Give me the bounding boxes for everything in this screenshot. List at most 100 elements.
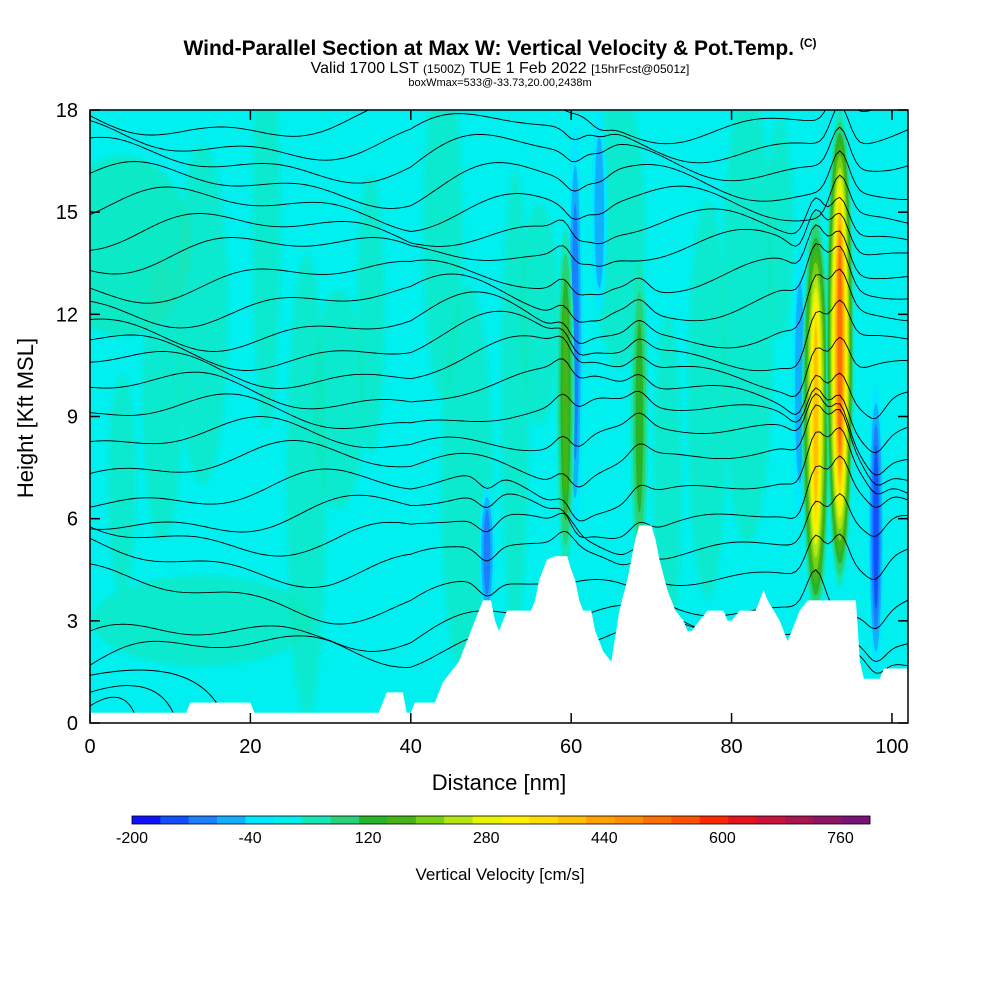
y-axis-title: Height [Kft MSL] xyxy=(13,338,38,498)
colorbar-tick-label: 760 xyxy=(827,830,854,847)
colorbar-swatch xyxy=(784,816,814,824)
downdraft-core-level xyxy=(594,136,605,288)
weak-updraft-streak xyxy=(108,374,137,595)
colorbar-swatch xyxy=(586,816,615,824)
updraft-core-level xyxy=(837,247,842,450)
downdraft-core-level xyxy=(483,509,491,596)
weak-updraft-streak xyxy=(252,110,281,430)
weak-updraft-streak xyxy=(92,575,313,666)
theta-contour xyxy=(90,426,908,522)
theta-contour xyxy=(90,174,908,232)
y-tick-label: 3 xyxy=(67,611,78,633)
colorbar-swatch xyxy=(699,816,729,824)
theta-contour xyxy=(90,126,908,184)
chart-title: Wind-Parallel Section at Max W: Vertical… xyxy=(183,36,817,60)
colorbar-swatch xyxy=(273,816,303,824)
colorbar: -200 -40 120 280 440 600 760 xyxy=(116,815,871,847)
colorbar-swatch xyxy=(160,816,190,824)
weak-updraft-streak xyxy=(312,289,365,510)
theta-contour xyxy=(90,455,908,539)
downdraft-core-level xyxy=(873,445,879,610)
weak-updraft-streak xyxy=(687,199,728,600)
x-tick-label: 20 xyxy=(239,736,261,758)
colorbar-tick-label: 280 xyxy=(473,830,500,847)
colorbar-title: Vertical Velocity [cm/s] xyxy=(415,865,584,884)
theta-contour xyxy=(90,358,908,419)
theta-contour xyxy=(90,404,908,488)
copyright-mark: (C) xyxy=(799,36,817,50)
y-tick-label: 6 xyxy=(67,509,78,531)
theta-contour xyxy=(90,299,908,372)
colorbar-tick-label: -200 xyxy=(116,830,148,847)
theta-contour xyxy=(90,196,908,251)
updraft-core-level xyxy=(562,302,569,496)
colorbar-swatch xyxy=(529,816,559,824)
theta-contour xyxy=(90,685,174,713)
x-tick-label: 80 xyxy=(720,736,742,758)
theta-contour xyxy=(90,530,908,588)
y-tick-label: 0 xyxy=(67,713,78,735)
colorbar-swatch xyxy=(728,816,757,824)
x-axis-title: Distance [nm] xyxy=(432,770,567,795)
colorbar-swatch xyxy=(359,816,388,824)
terrain-mask xyxy=(90,525,908,723)
updraft-core-level xyxy=(813,326,818,507)
theta-contour xyxy=(90,493,908,560)
weak-updraft-streak xyxy=(765,119,794,340)
theta-contour xyxy=(90,387,908,454)
x-tick-label: 40 xyxy=(400,736,422,758)
box-max-info: boxWmax=533@-33.73,20.00,2438m xyxy=(408,77,592,89)
weak-updraft-streak xyxy=(519,204,560,425)
theta-contour xyxy=(90,335,908,397)
theta-contour xyxy=(90,224,908,304)
colorbar-swatch xyxy=(444,816,473,824)
y-axis: 0 3 6 9 12 15 18 xyxy=(56,100,908,735)
weak-updraft-streak xyxy=(721,110,774,545)
y-tick-label: 15 xyxy=(56,202,78,224)
colorbar-swatch xyxy=(132,816,161,824)
theta-contour xyxy=(90,209,908,275)
colorbar-tick-label: 440 xyxy=(591,830,618,847)
colorbar-swatch xyxy=(671,816,700,824)
colorbar-swatch xyxy=(217,816,246,824)
theta-contour xyxy=(90,110,908,164)
theta-contour xyxy=(90,110,873,145)
theta-contour xyxy=(90,696,135,713)
x-tick-label: 60 xyxy=(560,736,582,758)
colorbar-swatch xyxy=(841,816,871,824)
colorbar-swatch xyxy=(415,816,445,824)
colorbar-tick-label: 120 xyxy=(355,830,382,847)
theta-contour xyxy=(90,669,223,713)
colorbar-swatch xyxy=(188,816,218,824)
y-tick-label: 9 xyxy=(67,407,78,429)
colorbar-swatch xyxy=(501,816,530,824)
plot-area xyxy=(90,110,908,723)
updraft-core-level xyxy=(635,320,644,513)
theta-contour xyxy=(90,150,908,209)
colorbar-swatch xyxy=(472,816,502,824)
colorbar-swatch xyxy=(557,816,587,824)
colorbar-swatch xyxy=(813,816,842,824)
colorbar-frame xyxy=(131,815,871,825)
theta-contour xyxy=(90,393,908,476)
colorbar-swatch xyxy=(614,816,644,824)
colorbar-swatch xyxy=(756,816,786,824)
theta-contour xyxy=(90,243,908,329)
colorbar-tick-label: 600 xyxy=(709,830,736,847)
potential-temperature-contours xyxy=(90,110,908,713)
colorbar-swatch xyxy=(642,816,672,824)
weak-updraft-streak xyxy=(90,156,193,337)
y-tick-label: 12 xyxy=(56,304,78,326)
colorbar-swatch xyxy=(245,816,275,824)
colorbar-swatch xyxy=(330,816,360,824)
chart-subtitle: Valid 1700 LST (1500Z) TUE 1 Feb 2022 [1… xyxy=(310,60,690,77)
x-tick-label: 0 xyxy=(84,736,95,758)
colorbar-swatch xyxy=(302,816,331,824)
weak-updraft-streak xyxy=(142,259,183,540)
y-tick-label: 18 xyxy=(56,100,78,122)
x-axis: 0 20 40 60 80 100 xyxy=(84,110,909,758)
theta-contour xyxy=(90,268,908,352)
colorbar-swatch xyxy=(387,816,417,824)
